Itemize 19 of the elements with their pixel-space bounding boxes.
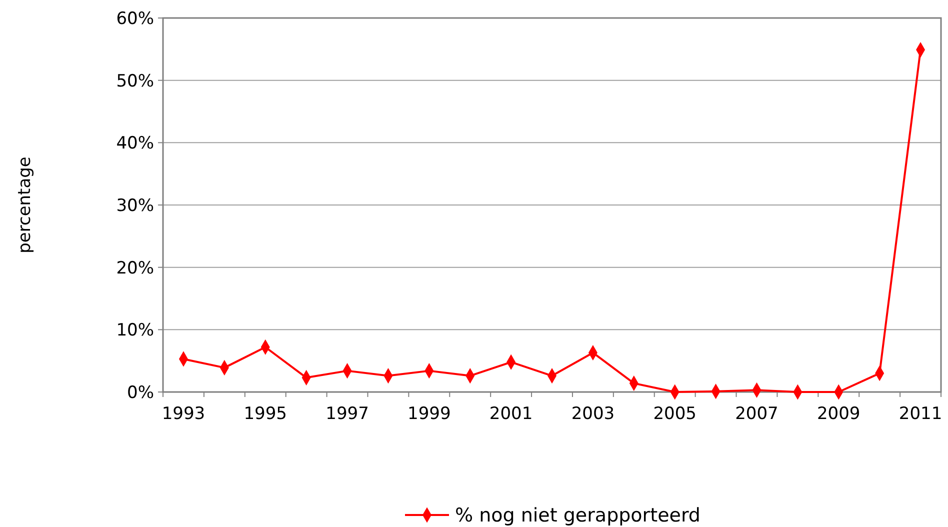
x-tick-label: 2007 [735, 404, 778, 424]
y-axis-title: percentage [15, 156, 35, 254]
y-tick-label: 60% [116, 8, 154, 29]
y-tick-label: 10% [116, 320, 154, 341]
y-tick-label: 30% [116, 196, 154, 216]
x-tick-label: 1999 [408, 404, 451, 424]
x-tick-label: 2011 [898, 404, 942, 424]
y-tick-label: 50% [116, 71, 154, 92]
y-tick-label: 0% [127, 382, 154, 403]
y-tick-label: 40% [116, 134, 154, 154]
x-tick-label: 1993 [162, 404, 206, 424]
x-tick-label: 2003 [571, 404, 615, 424]
y-tick-label: 20% [116, 258, 154, 278]
x-tick-label: 1995 [244, 404, 287, 424]
x-tick-label: 2001 [489, 404, 533, 424]
x-tick-label: 1997 [326, 404, 369, 424]
legend-label: % nog niet gerapporteerd [455, 504, 700, 527]
x-tick-label: 2005 [653, 404, 696, 424]
x-tick-label: 2009 [817, 404, 860, 424]
